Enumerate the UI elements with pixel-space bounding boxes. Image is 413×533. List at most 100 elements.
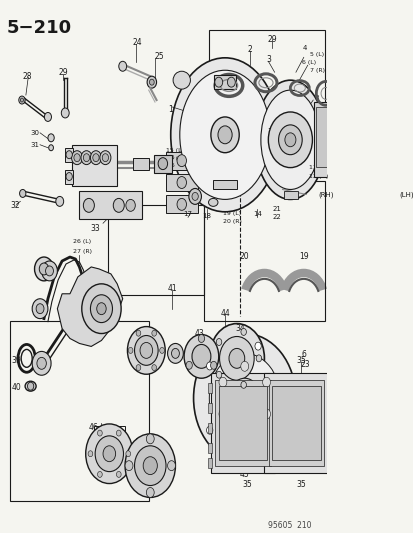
Circle shape	[90, 151, 101, 165]
Text: 38 (R): 38 (R)	[71, 320, 90, 325]
Text: 22: 22	[272, 214, 280, 220]
Text: 37 (L): 37 (L)	[71, 311, 90, 316]
Ellipse shape	[254, 80, 325, 199]
Text: 29: 29	[267, 35, 276, 44]
Circle shape	[88, 451, 93, 457]
Text: 8: 8	[314, 95, 318, 101]
Circle shape	[238, 390, 250, 406]
Text: 16: 16	[167, 163, 175, 168]
Text: 41: 41	[167, 284, 177, 293]
Circle shape	[136, 330, 140, 336]
Circle shape	[34, 257, 53, 281]
Circle shape	[218, 377, 226, 387]
Circle shape	[61, 108, 69, 118]
Bar	[268, 380, 323, 466]
Text: 6 (L): 6 (L)	[301, 60, 316, 66]
Circle shape	[185, 361, 192, 369]
Circle shape	[254, 342, 261, 350]
Text: 12 (H): 12 (H)	[309, 174, 328, 179]
Text: 42: 42	[136, 328, 145, 337]
Circle shape	[171, 349, 179, 358]
Circle shape	[227, 77, 235, 87]
Bar	[166, 174, 197, 191]
Text: 33: 33	[90, 224, 100, 233]
Bar	[218, 386, 267, 459]
Text: 9: 9	[314, 107, 318, 113]
Bar	[215, 380, 270, 466]
Text: (RH): (RH)	[317, 191, 332, 198]
Text: 16 (R): 16 (R)	[166, 156, 184, 160]
Circle shape	[228, 349, 244, 368]
Circle shape	[278, 125, 301, 155]
Circle shape	[240, 361, 248, 372]
Bar	[327, 403, 331, 413]
Circle shape	[116, 471, 121, 478]
Circle shape	[152, 365, 156, 370]
Circle shape	[177, 155, 186, 167]
Circle shape	[262, 377, 270, 387]
Circle shape	[126, 199, 135, 211]
Circle shape	[228, 378, 260, 418]
Circle shape	[146, 434, 154, 444]
Circle shape	[71, 151, 82, 165]
Circle shape	[177, 176, 186, 189]
Text: 30: 30	[31, 130, 40, 136]
Circle shape	[209, 324, 264, 393]
Text: 7 (R): 7 (R)	[309, 68, 324, 73]
Circle shape	[188, 189, 201, 204]
Circle shape	[37, 357, 46, 369]
Text: 27 (R): 27 (R)	[73, 249, 92, 254]
Circle shape	[134, 446, 166, 486]
Text: 18: 18	[202, 213, 211, 219]
Text: 13: 13	[314, 131, 322, 136]
Text: 35: 35	[296, 357, 306, 365]
Circle shape	[214, 77, 222, 87]
Text: 21: 21	[272, 206, 280, 212]
Circle shape	[216, 338, 221, 345]
Text: 35: 35	[242, 480, 252, 489]
Bar	[166, 196, 197, 213]
Circle shape	[284, 394, 290, 402]
Bar	[65, 148, 73, 161]
Circle shape	[103, 446, 115, 462]
Circle shape	[206, 362, 212, 370]
Text: 5 (L): 5 (L)	[309, 52, 323, 58]
Circle shape	[167, 461, 175, 471]
Text: 15: 15	[167, 155, 175, 160]
Bar	[209, 30, 324, 136]
Bar	[272, 386, 320, 459]
Circle shape	[184, 335, 218, 378]
Bar	[316, 107, 330, 167]
Bar	[207, 443, 212, 453]
Text: 95605  210: 95605 210	[268, 521, 311, 530]
Text: 31: 31	[31, 142, 40, 148]
Circle shape	[209, 353, 280, 443]
Circle shape	[210, 361, 216, 369]
Circle shape	[256, 355, 261, 362]
Circle shape	[82, 284, 121, 334]
Bar	[207, 458, 212, 467]
Circle shape	[56, 197, 64, 206]
Circle shape	[81, 151, 92, 165]
Circle shape	[100, 151, 111, 165]
Circle shape	[143, 457, 157, 474]
Text: 1: 1	[168, 105, 173, 114]
Bar	[283, 191, 297, 199]
Circle shape	[192, 192, 198, 200]
Circle shape	[206, 426, 212, 434]
Bar	[204, 181, 324, 321]
Circle shape	[45, 266, 53, 276]
Circle shape	[284, 133, 295, 147]
Bar	[166, 152, 197, 169]
Circle shape	[192, 344, 210, 368]
Circle shape	[97, 471, 102, 478]
Text: 20 (R): 20 (R)	[222, 219, 241, 224]
Text: 11 (L): 11 (L)	[309, 165, 327, 169]
Circle shape	[218, 409, 226, 419]
Text: 35: 35	[242, 357, 252, 365]
Text: 20: 20	[240, 252, 249, 261]
Ellipse shape	[260, 90, 319, 189]
Circle shape	[146, 488, 154, 497]
Bar	[327, 383, 331, 393]
Ellipse shape	[170, 58, 279, 212]
